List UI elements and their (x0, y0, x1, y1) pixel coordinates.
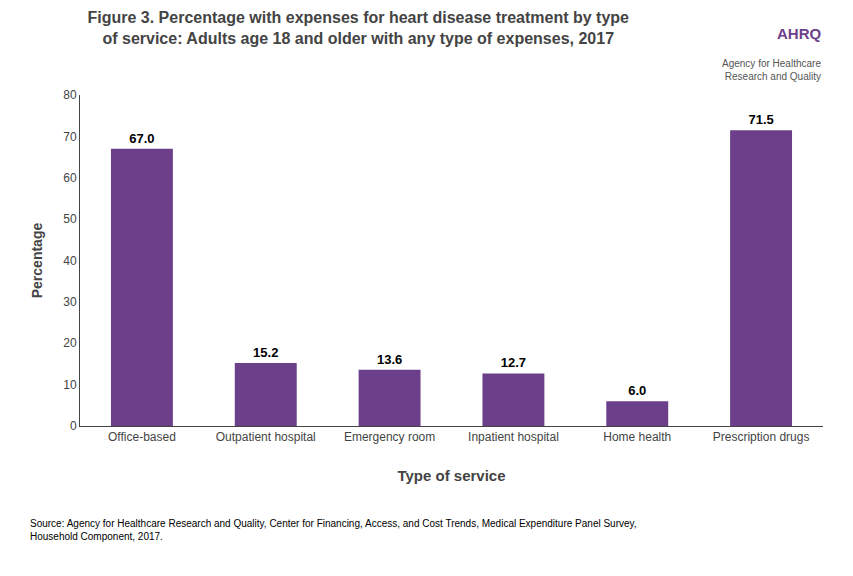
svg-text:6.0: 6.0 (628, 383, 646, 398)
svg-text:50: 50 (63, 212, 77, 226)
svg-text:Office-based: Office-based (108, 430, 176, 444)
svg-text:Source: Agency for Healthcare: Source: Agency for Healthcare Research a… (30, 518, 637, 542)
svg-text:Inpatient hospital: Inpatient hospital (468, 430, 559, 444)
svg-text:70: 70 (63, 130, 77, 144)
svg-text:80: 80 (63, 88, 77, 102)
svg-text:Prescription drugs: Prescription drugs (713, 430, 810, 444)
svg-text:Outpatient hospital: Outpatient hospital (216, 430, 316, 444)
svg-text:Percentage: Percentage (29, 223, 45, 299)
svg-text:60: 60 (63, 171, 77, 185)
svg-text:12.7: 12.7 (501, 355, 526, 370)
svg-text:71.5: 71.5 (748, 112, 773, 127)
svg-text:15.2: 15.2 (253, 345, 278, 360)
svg-text:Type of service: Type of service (397, 467, 505, 484)
svg-text:AHRQ: AHRQ (777, 25, 821, 42)
svg-text:Emergency room: Emergency room (344, 430, 435, 444)
svg-text:20: 20 (63, 336, 77, 350)
svg-text:Figure 3. Percentage with expe: Figure 3. Percentage with expenses for h… (87, 9, 629, 47)
svg-text:0: 0 (70, 419, 77, 433)
svg-text:10: 10 (63, 378, 77, 392)
svg-text:Agency for HealthcareResearch: Agency for HealthcareResearch and Qualit… (722, 58, 821, 82)
svg-text:40: 40 (63, 254, 77, 268)
svg-text:Home health: Home health (603, 430, 671, 444)
svg-text:67.0: 67.0 (129, 131, 154, 146)
svg-text:13.6: 13.6 (377, 352, 402, 367)
svg-text:30: 30 (63, 295, 77, 309)
